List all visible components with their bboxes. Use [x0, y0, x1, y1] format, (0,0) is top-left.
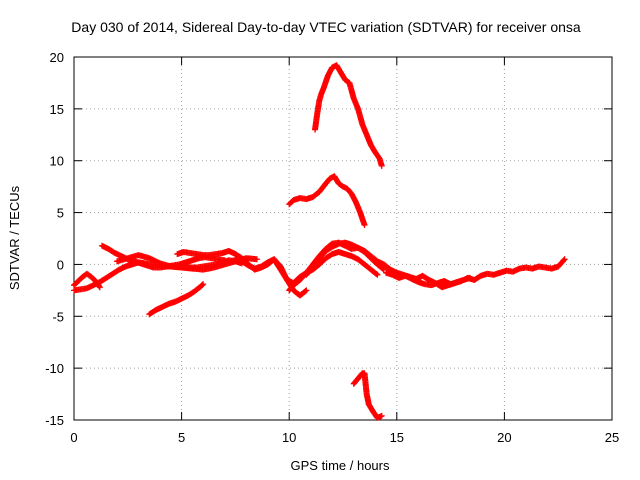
- x-axis-label: GPS time / hours: [291, 458, 390, 473]
- y-tick-label: -10: [45, 361, 64, 376]
- y-axis-label: SDTVAR / TECUs: [7, 185, 22, 290]
- data-point: [378, 412, 385, 419]
- y-tick-label: 5: [57, 206, 64, 221]
- series-track-12: [312, 62, 385, 169]
- x-tick-label: 15: [390, 430, 404, 445]
- series-track-7: [146, 281, 207, 318]
- data-point: [374, 271, 381, 278]
- data-point: [560, 257, 567, 264]
- data-point: [380, 266, 387, 273]
- series-track-11: [286, 173, 368, 229]
- data-point: [253, 256, 260, 263]
- x-tick-label: 10: [282, 430, 296, 445]
- grid-lines: [74, 57, 612, 420]
- y-tick-label: -5: [52, 309, 64, 324]
- y-tick-label: 15: [50, 102, 64, 117]
- data-point: [96, 283, 103, 290]
- axis-ticks: [73, 56, 613, 421]
- chart-title: Day 030 of 2014, Sidereal Day-to-day VTE…: [71, 19, 581, 35]
- y-tick-label: 20: [50, 50, 64, 65]
- data-point: [378, 162, 385, 169]
- data-point: [373, 271, 380, 278]
- data-point: [302, 288, 309, 295]
- data-point: [379, 265, 386, 272]
- series-track-4: [114, 252, 260, 273]
- x-tick-label: 20: [497, 430, 511, 445]
- y-tick-label: -15: [45, 413, 64, 428]
- series-track-10: [383, 269, 473, 289]
- data-point: [561, 256, 568, 263]
- data-point: [200, 281, 207, 288]
- data-point: [361, 222, 368, 229]
- y-tick-label: 0: [57, 257, 64, 272]
- series-track-6: [232, 248, 381, 287]
- x-tick-label: 5: [178, 430, 185, 445]
- y-tick-label: 10: [50, 154, 64, 169]
- x-tick-label: 25: [605, 430, 619, 445]
- data-marks: [71, 62, 568, 421]
- data-point: [199, 281, 206, 288]
- series-track-2: [71, 270, 103, 291]
- axis-tick-labels: 0 5 10 15 20 25 -15 -10 -5 0 5 10 15 20: [45, 50, 619, 445]
- data-point: [303, 287, 310, 294]
- data-point: [466, 274, 473, 281]
- x-tick-label: 0: [70, 430, 77, 445]
- plot-frame: [73, 56, 613, 421]
- series-track-9: [303, 239, 387, 278]
- data-point: [96, 284, 103, 291]
- series-track-13: [350, 370, 385, 421]
